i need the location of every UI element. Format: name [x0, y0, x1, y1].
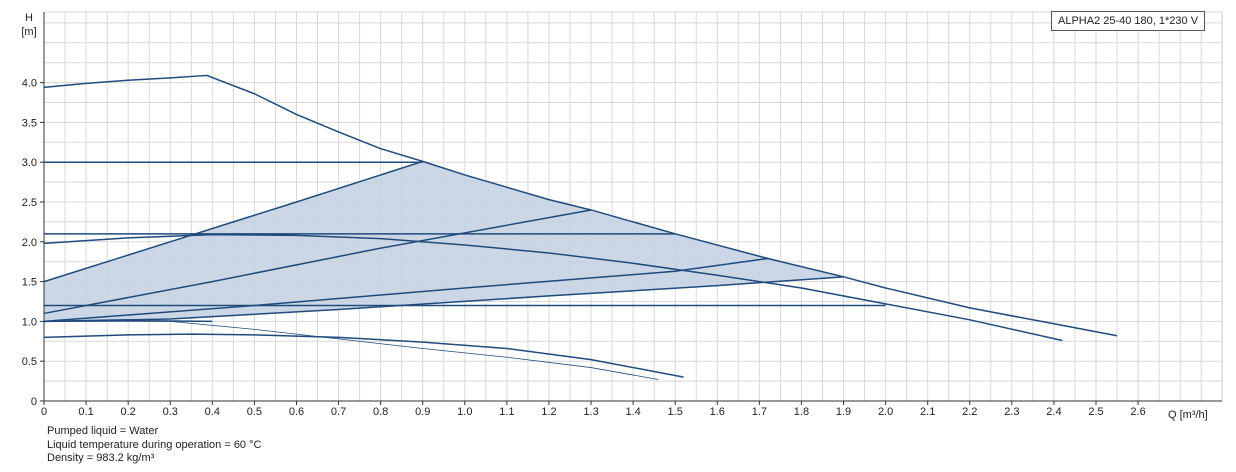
- x-tick-label: 0.4: [205, 406, 220, 418]
- x-tick-label: 2.6: [1130, 406, 1145, 418]
- x-tick-label: 0.3: [163, 406, 178, 418]
- y-tick-label: 3.5: [22, 117, 37, 129]
- note-density: Density = 983.2 kg/m³: [47, 452, 155, 464]
- x-tick-label: 1.2: [541, 406, 556, 418]
- y-tick-label: 4.0: [22, 78, 37, 90]
- x-tick-label: 1.1: [499, 406, 514, 418]
- x-tick-label: 2.0: [878, 406, 893, 418]
- x-tick-labels: 0 0.1 0.2 0.3 0.4 0.5 0.6 0.7 0.8 0.9 1.0 1.1 1.2 1.3…: [41, 401, 1146, 418]
- curve-line: [43, 209, 592, 315]
- x-tick-label: 2.3: [1004, 406, 1019, 418]
- x-tick-label: 1.8: [794, 406, 809, 418]
- x-tick-label: 1.7: [752, 406, 767, 418]
- curve-line: [43, 276, 844, 323]
- x-tick-label: 0.6: [289, 406, 304, 418]
- curve-line: [43, 257, 768, 323]
- y-axis-symbol: H: [25, 12, 33, 24]
- curves: [43, 74, 1118, 380]
- x-tick-label: 0.7: [331, 406, 346, 418]
- x-tick-label: 1.0: [457, 406, 472, 418]
- x-tick-label: 0.1: [78, 406, 93, 418]
- curve-line: [44, 320, 659, 380]
- y-tick-label: 3.0: [22, 157, 37, 169]
- x-tick-label: 2.2: [962, 406, 977, 418]
- x-tick-label: 1.6: [710, 406, 725, 418]
- y-axis-unit: [m]: [21, 26, 36, 38]
- curve-line: [43, 233, 1063, 342]
- y-tick-label: 2.5: [22, 197, 37, 209]
- y-tick-label: 1.0: [22, 316, 37, 328]
- grid: [44, 11, 1223, 401]
- note-liquid-temperature: Liquid temperature during operation = 60…: [47, 438, 262, 451]
- x-tick-label: 1.5: [668, 406, 683, 418]
- x-tick-label: 0.5: [247, 406, 262, 418]
- note-pumped-liquid: Pumped liquid = Water: [47, 425, 159, 437]
- x-tick-label: 2.1: [920, 406, 935, 418]
- operating-area-fill: [44, 161, 844, 322]
- y-tick-label: 1.5: [22, 277, 37, 289]
- x-tick-label: 0.9: [415, 406, 430, 418]
- curve-line: [43, 74, 1118, 337]
- x-tick-label: 0.8: [373, 406, 388, 418]
- x-tick-label: 2.4: [1046, 406, 1061, 418]
- operating-notes: Pumped liquid = Water Liquid temperature…: [47, 425, 261, 466]
- x-tick-label: 0.2: [121, 406, 136, 418]
- legend-label: ALPHA2 25-40 180, 1*230 V: [1051, 11, 1206, 31]
- x-tick-label: 1.4: [625, 406, 640, 418]
- curve-line: [43, 160, 423, 283]
- x-tick-label: 1.9: [836, 406, 851, 418]
- x-tick-label: 0: [41, 406, 47, 418]
- operating-area: [44, 161, 844, 322]
- x-axis-label: Q [m³/h]: [1168, 409, 1208, 421]
- y-tick-label: 0.5: [22, 356, 37, 368]
- curve-line: [43, 333, 684, 378]
- y-tick-label: 0: [31, 396, 37, 408]
- y-tick-labels: 0 0.5 1.0 1.5 2.0 2.5 3.0 3.5 4.0: [22, 78, 44, 408]
- y-tick-label: 2.0: [22, 237, 37, 249]
- x-tick-label: 1.3: [583, 406, 598, 418]
- x-tick-label: 2.5: [1088, 406, 1103, 418]
